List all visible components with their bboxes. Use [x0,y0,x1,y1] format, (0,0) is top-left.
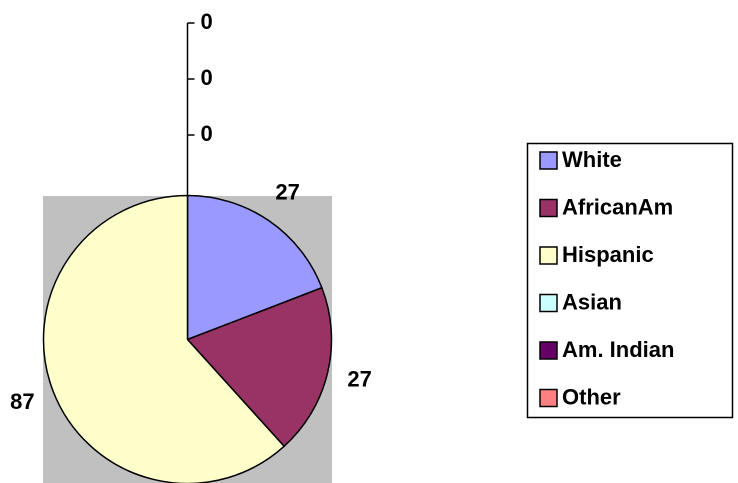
data-label: 0 [201,121,213,146]
pie-slice [186,194,323,341]
legend-swatch [539,246,558,265]
legend-label: Hispanic [562,242,654,267]
legend-swatch [539,341,558,360]
data-label: 87 [10,389,34,414]
pie-slice [186,286,333,448]
legend-label: Asian [562,289,622,314]
legend-label: Am. Indian [562,337,674,362]
data-label: 0 [201,65,213,90]
legend-swatch [539,388,558,408]
legend-label: Other [562,384,621,409]
pie-slice [42,194,286,483]
legend-box [526,142,734,419]
data-label: 27 [275,179,299,204]
legend-swatch [539,293,558,313]
data-label: 27 [347,366,371,391]
legend-label: White [562,147,622,172]
legend-swatch [539,198,558,218]
legend-label: AfricanAm [562,194,673,219]
legend-swatch [539,151,558,170]
data-label: 0 [201,9,213,34]
